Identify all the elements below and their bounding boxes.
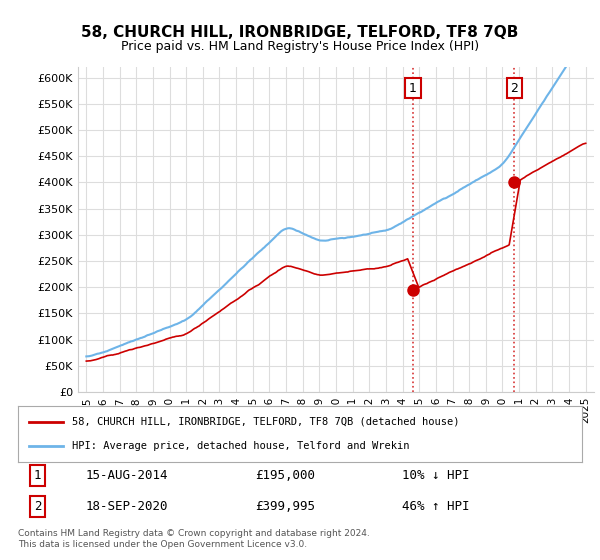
- Text: 2: 2: [511, 82, 518, 95]
- Text: HPI: Average price, detached house, Telford and Wrekin: HPI: Average price, detached house, Telf…: [71, 441, 409, 451]
- Text: 2: 2: [34, 500, 41, 513]
- Text: Price paid vs. HM Land Registry's House Price Index (HPI): Price paid vs. HM Land Registry's House …: [121, 40, 479, 53]
- Text: 18-SEP-2020: 18-SEP-2020: [86, 500, 168, 513]
- Text: Contains HM Land Registry data © Crown copyright and database right 2024.
This d: Contains HM Land Registry data © Crown c…: [18, 529, 370, 549]
- Text: 1: 1: [34, 469, 41, 482]
- Text: 58, CHURCH HILL, IRONBRIDGE, TELFORD, TF8 7QB: 58, CHURCH HILL, IRONBRIDGE, TELFORD, TF…: [82, 25, 518, 40]
- Text: 46% ↑ HPI: 46% ↑ HPI: [401, 500, 469, 513]
- Text: 1: 1: [409, 82, 417, 95]
- Text: £399,995: £399,995: [255, 500, 315, 513]
- Text: 10% ↓ HPI: 10% ↓ HPI: [401, 469, 469, 482]
- Text: 58, CHURCH HILL, IRONBRIDGE, TELFORD, TF8 7QB (detached house): 58, CHURCH HILL, IRONBRIDGE, TELFORD, TF…: [71, 417, 459, 427]
- Text: 15-AUG-2014: 15-AUG-2014: [86, 469, 168, 482]
- Text: £195,000: £195,000: [255, 469, 315, 482]
